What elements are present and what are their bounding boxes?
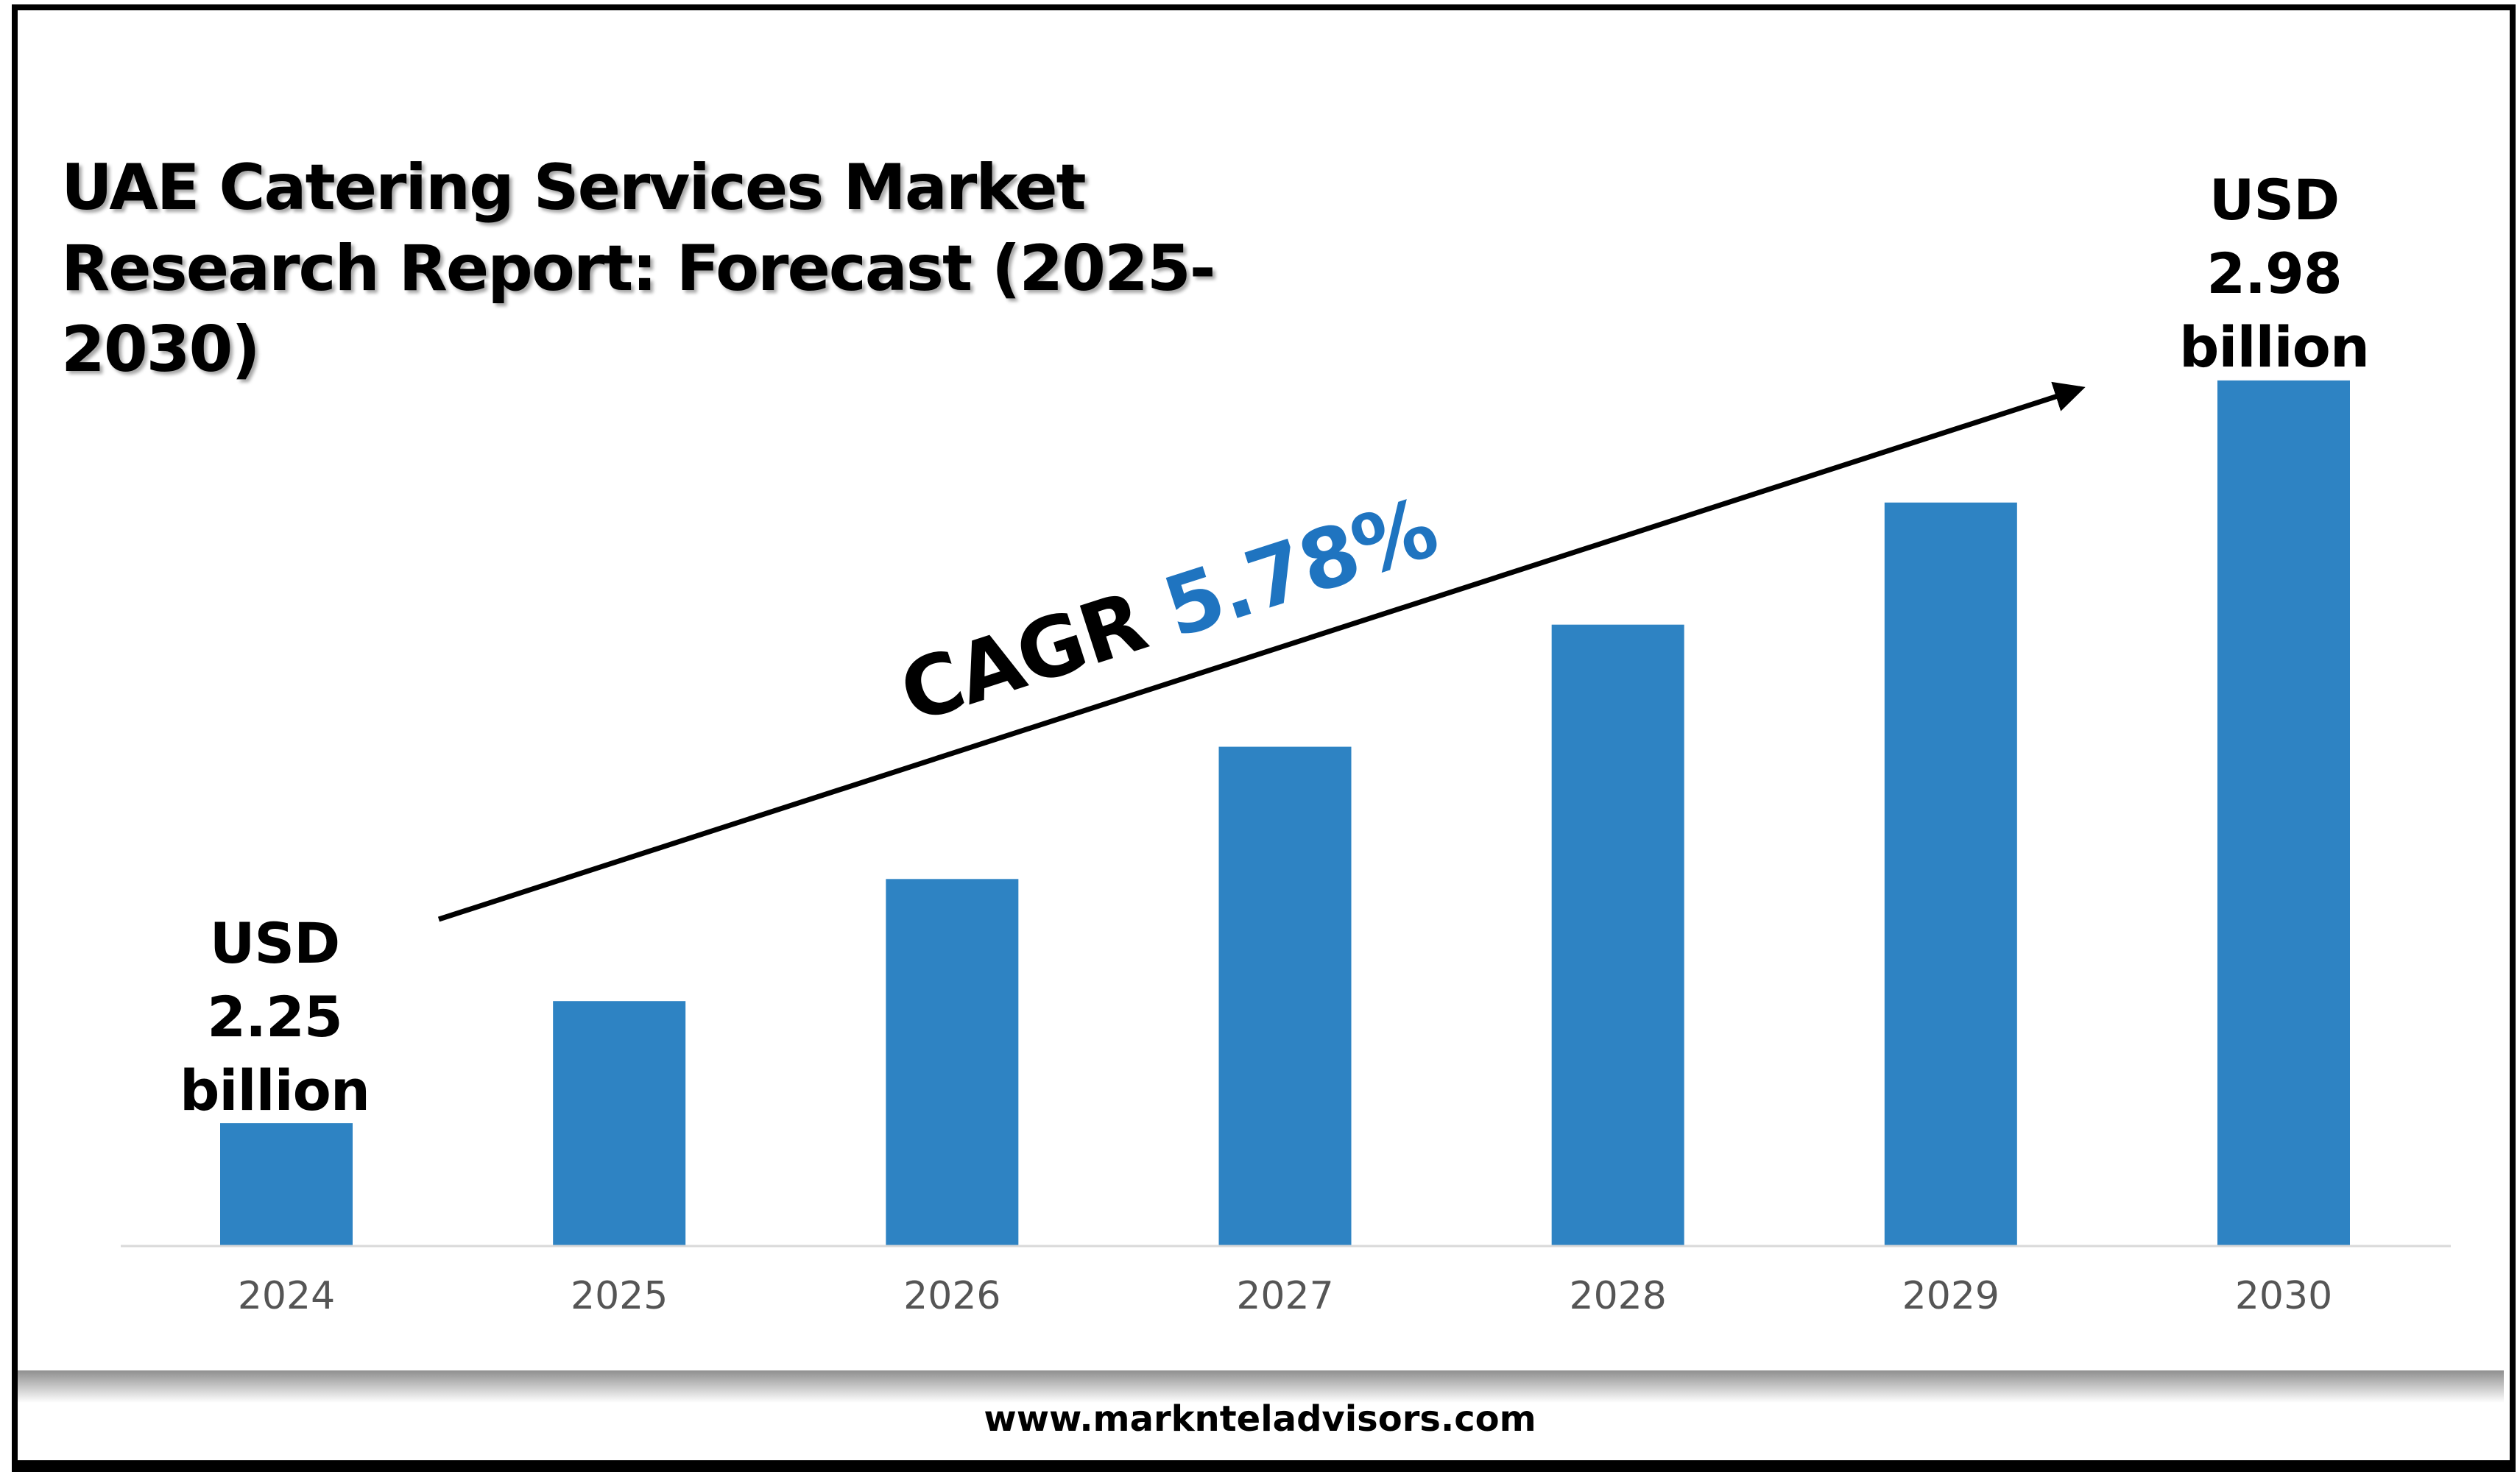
start-label-currency: USD <box>209 910 341 976</box>
bar-2026 <box>886 879 1019 1245</box>
bar-2029 <box>1884 502 2017 1245</box>
start-label-value: 2.25 <box>207 984 343 1050</box>
x-tick-label: 2026 <box>903 1274 1000 1318</box>
x-tick-label: 2030 <box>2235 1274 2332 1318</box>
x-tick-label: 2029 <box>1902 1274 2000 1318</box>
bar-2027 <box>1218 746 1352 1245</box>
end-label-unit: billion <box>2179 314 2370 380</box>
x-tick-label: 2027 <box>1236 1274 1333 1318</box>
bar-2024 <box>220 1123 353 1245</box>
bar-2025 <box>553 1001 686 1245</box>
end-label-currency: USD <box>2209 167 2340 233</box>
end-label-value: 2.98 <box>2206 241 2343 306</box>
bar-2028 <box>1551 624 1684 1245</box>
start-value-label: USD 2.25 billion <box>127 907 422 1128</box>
footer-divider <box>18 1370 2504 1403</box>
x-tick-label: 2028 <box>1569 1274 1666 1318</box>
bar-2030 <box>2217 380 2350 1245</box>
footer-url: www.marknteladvisors.com <box>984 1398 1536 1440</box>
start-label-unit: billion <box>180 1058 370 1123</box>
chart-title-text: UAE Catering Services Market Research Re… <box>61 151 1215 386</box>
chart-title: UAE Catering Services Market Research Re… <box>61 147 1386 390</box>
x-tick-label: 2025 <box>571 1274 668 1318</box>
growth-arrow <box>437 381 2086 922</box>
end-value-label: USD 2.98 billion <box>2127 163 2421 384</box>
x-tick-label: 2024 <box>238 1274 335 1318</box>
